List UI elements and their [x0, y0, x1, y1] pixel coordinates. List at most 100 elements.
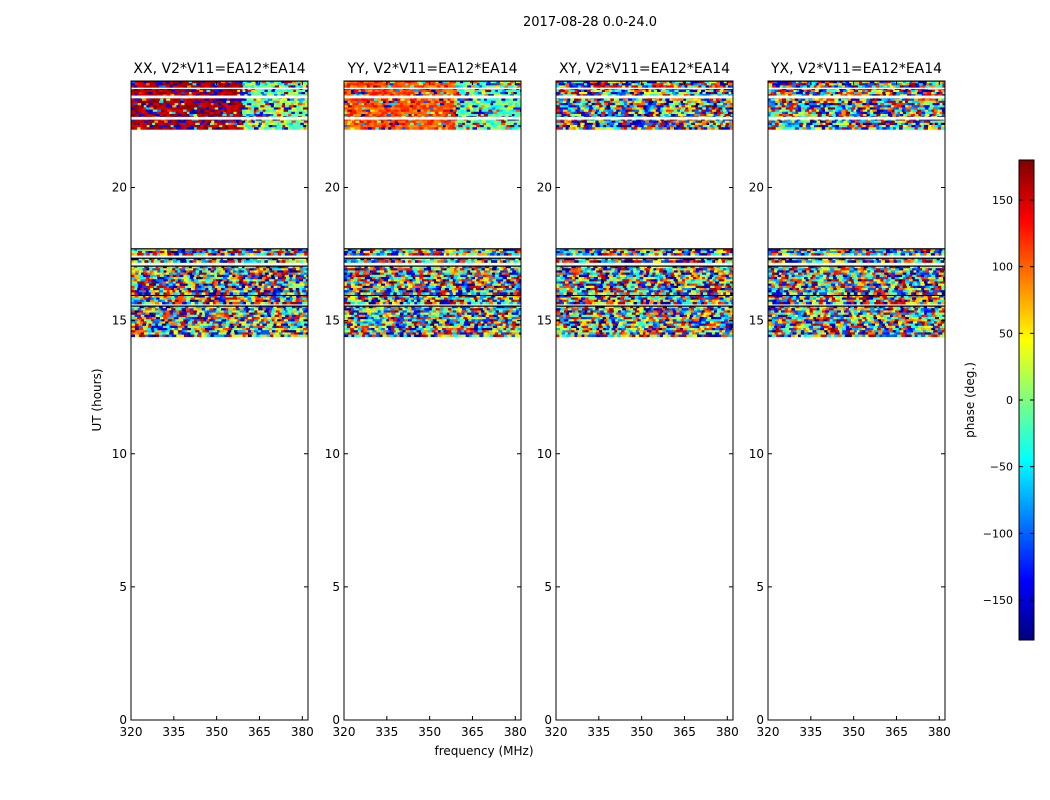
- heatmap-cell: [221, 317, 226, 320]
- heatmap-cell: [367, 317, 372, 320]
- heatmap-cell: [470, 297, 475, 300]
- heatmap-cell: [388, 283, 392, 287]
- heatmap-cell: [185, 281, 189, 284]
- heatmap-cell: [197, 100, 202, 104]
- heatmap-cell: [197, 295, 201, 298]
- heatmap-cell: [443, 253, 447, 256]
- heatmap-cell: [197, 308, 203, 311]
- heatmap-cell: [135, 277, 141, 280]
- segment-edge: [131, 248, 308, 250]
- heatmap-cell: [258, 118, 263, 121]
- heatmap-cell: [415, 258, 420, 261]
- heatmap-cell: [408, 253, 413, 256]
- heatmap-cell: [228, 105, 232, 108]
- heatmap-cell: [141, 118, 145, 121]
- heatmap-cell: [222, 332, 227, 335]
- heatmap-cell: [183, 111, 188, 115]
- heatmap-cell: [449, 334, 455, 338]
- heatmap-cell: [404, 81, 409, 84]
- heatmap-cell: [271, 111, 276, 115]
- heatmap-cell: [471, 317, 476, 320]
- heatmap-cell: [258, 283, 263, 287]
- heatmap-cell: [188, 89, 192, 93]
- heatmap-cell: [153, 312, 157, 316]
- heatmap-cell: [290, 283, 293, 287]
- heatmap-cell: [394, 283, 398, 287]
- heatmap-cell: [232, 279, 237, 282]
- heatmap-cell: [485, 266, 490, 269]
- heatmap-cell: [233, 107, 238, 110]
- heatmap-cell: [385, 85, 389, 88]
- heatmap-cell: [425, 81, 430, 84]
- heatmap-cell: [496, 306, 501, 309]
- heatmap-cell: [148, 111, 153, 115]
- heatmap-cell: [344, 317, 349, 320]
- heatmap-cell: [501, 285, 506, 289]
- heatmap-cell: [360, 330, 364, 333]
- heatmap-cell: [432, 319, 437, 322]
- heatmap-cell: [449, 317, 454, 320]
- heatmap-cell: [463, 81, 467, 84]
- heatmap-cell: [469, 290, 475, 293]
- heatmap-cell: [183, 319, 188, 322]
- heatmap-cell: [514, 250, 518, 254]
- heatmap-cell: [464, 283, 468, 287]
- heatmap-cell: [286, 308, 290, 311]
- heatmap-cell: [398, 310, 403, 313]
- heatmap-cell: [227, 250, 231, 254]
- heatmap-cell: [267, 250, 271, 254]
- heatmap-cell: [240, 92, 244, 95]
- heatmap-cell: [293, 100, 297, 104]
- heatmap-cell: [261, 127, 265, 130]
- heatmap-cell: [134, 248, 138, 252]
- heatmap-cell: [254, 250, 258, 254]
- heatmap-cell: [131, 266, 135, 269]
- heatmap-cell: [267, 317, 272, 320]
- x-tick-label: 380: [291, 725, 314, 739]
- heatmap-cell: [409, 283, 413, 287]
- heatmap-cell: [213, 334, 218, 338]
- heatmap-cell: [405, 325, 409, 329]
- heatmap-cell: [176, 107, 181, 110]
- heatmap-cell: [431, 268, 435, 271]
- heatmap-cell: [492, 283, 496, 287]
- heatmap-cell: [300, 118, 305, 121]
- heatmap-cell: [229, 292, 234, 295]
- heatmap-cell: [442, 328, 447, 331]
- heatmap-cell: [344, 299, 348, 303]
- heatmap-cell: [191, 89, 196, 93]
- heatmap-cell: [430, 258, 435, 261]
- heatmap-cell: [243, 321, 247, 324]
- heatmap-cell: [394, 270, 399, 273]
- heatmap-cell: [465, 288, 471, 291]
- heatmap-cell: [257, 295, 262, 298]
- heatmap-cell: [248, 266, 253, 269]
- heatmap-cell: [409, 281, 414, 284]
- heatmap-cell: [197, 314, 202, 318]
- heatmap-cell: [137, 248, 142, 252]
- heatmap-cell: [217, 85, 221, 88]
- heatmap-cell: [374, 266, 380, 269]
- heatmap-cell: [477, 253, 482, 256]
- heatmap-cell: [255, 89, 259, 93]
- heatmap-cell: [399, 248, 403, 252]
- heatmap-cell: [493, 297, 498, 300]
- heatmap-cell: [139, 89, 145, 93]
- heatmap-cell: [140, 253, 144, 256]
- heatmap-cell: [190, 125, 194, 128]
- heatmap-cell: [165, 310, 170, 313]
- heatmap-cell: [292, 268, 297, 271]
- heatmap-cell: [245, 268, 250, 271]
- heatmap-cell: [295, 114, 300, 117]
- heatmap-cell: [502, 277, 508, 280]
- heatmap-cell: [212, 114, 217, 117]
- heatmap-cell: [444, 295, 449, 298]
- heatmap-cell: [444, 272, 449, 276]
- heatmap-cell: [131, 272, 136, 276]
- heatmap-cell: [254, 285, 258, 289]
- heatmap-cell: [182, 81, 187, 84]
- heatmap-cell: [293, 109, 298, 113]
- heatmap-cell: [210, 81, 215, 84]
- heatmap-cell: [223, 330, 228, 333]
- heatmap-cell: [150, 292, 156, 295]
